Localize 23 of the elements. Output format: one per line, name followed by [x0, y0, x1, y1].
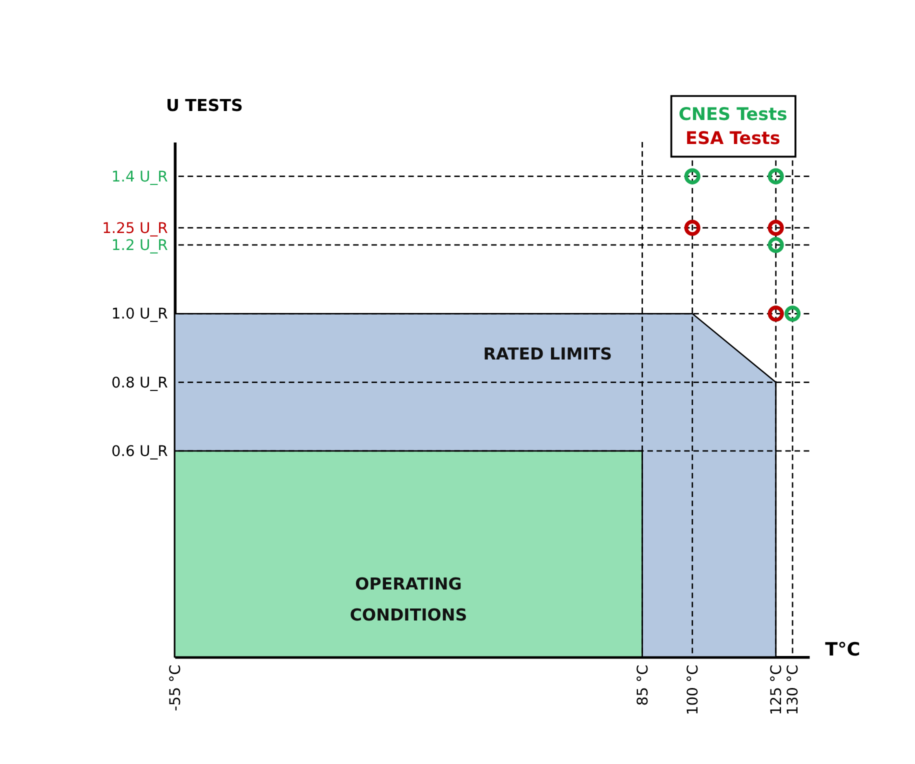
point — [768, 220, 784, 236]
series-label: RATED LIMITS — [483, 344, 612, 364]
x-tick-label: 130 °C — [784, 664, 802, 716]
y-tick-label: 1.25 U_R — [102, 220, 168, 237]
y-tick-label: 1.0 U_R — [111, 306, 168, 323]
series-label: OPERATING CONDITIONS — [350, 574, 468, 625]
y-tick-label: 1.4 U_R — [111, 168, 168, 186]
x-tick-label: 100 °C — [684, 664, 702, 716]
x-tick-label: -55 °C — [166, 664, 184, 712]
point — [684, 220, 700, 236]
y-tick-label: 0.6 U_R — [111, 443, 168, 460]
point — [768, 236, 784, 253]
x-tick-label: 85 °C — [634, 664, 652, 706]
text: ESA Tests — [686, 128, 780, 149]
x-tick-label: 125 °C — [768, 664, 785, 716]
y-tick-label: 0.8 U_R — [111, 374, 168, 392]
point — [784, 306, 801, 322]
x-axis-title: T°C — [825, 640, 860, 661]
point — [768, 168, 784, 184]
y-tick-label: 1.2 U_R — [111, 237, 168, 254]
y-axis-title: U TESTS — [166, 96, 243, 116]
point — [684, 168, 700, 184]
text: CNES Tests — [678, 104, 788, 125]
